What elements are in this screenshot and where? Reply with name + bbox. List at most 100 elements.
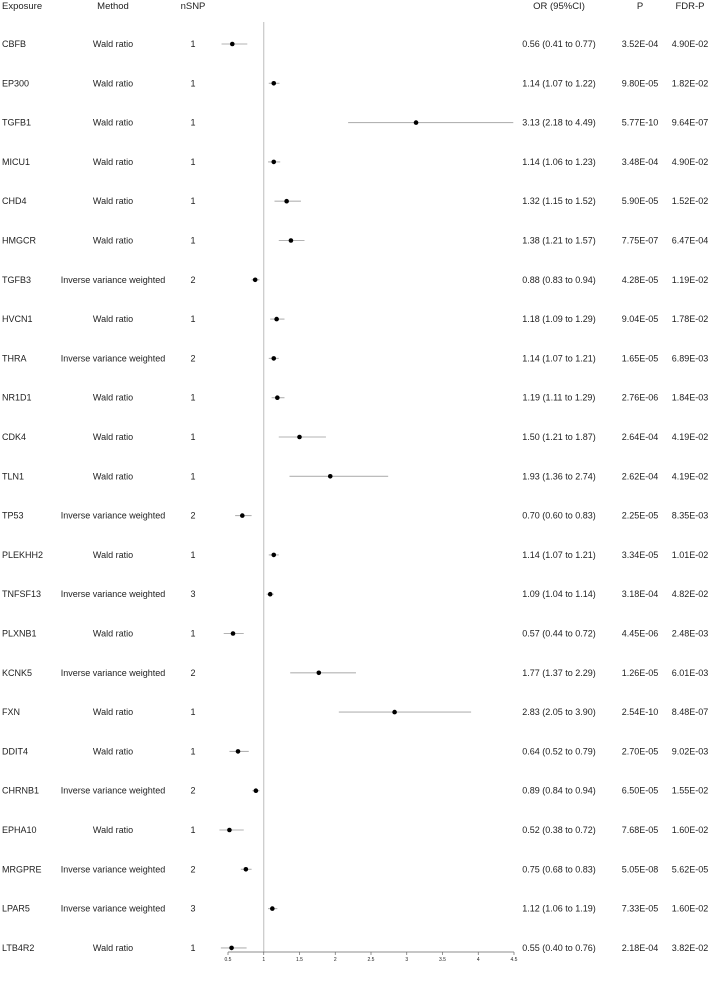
or-ci-cell: 0.64 (0.52 to 0.79) xyxy=(522,746,596,756)
or-ci-cell: 0.70 (0.60 to 0.83) xyxy=(522,511,596,521)
x-axis: 0.5 1 1.5 2 2.5 3 3.5 4 4.5 xyxy=(225,951,518,963)
p-value-cell: 2.54E-10 xyxy=(622,707,659,717)
p-value-cell: 7.68E-05 xyxy=(622,825,659,835)
point-estimate xyxy=(413,120,419,125)
x-tick-label: 4 xyxy=(477,957,480,963)
exposure-cell: CHRNB1 xyxy=(2,786,39,796)
point-estimate xyxy=(253,788,259,793)
fdr-p-cell: 6.47E-04 xyxy=(672,236,709,246)
exposure-cell: PLXNB1 xyxy=(2,629,37,639)
fdr-p-cell: 4.19E-02 xyxy=(672,471,709,481)
fdr-p-cell: 5.62E-05 xyxy=(672,864,709,874)
table-row: PLEKHH2 Wald ratio 1 1.14 (1.07 to 1.21) 3.3… xyxy=(2,550,708,560)
exposure-cell: HVCN1 xyxy=(2,314,33,324)
method-cell: Wald ratio xyxy=(93,78,133,88)
header-or-ci: OR (95%CI) xyxy=(533,1,585,12)
fdr-p-cell: 1.60E-02 xyxy=(672,825,709,835)
or-ci-cell: 1.14 (1.07 to 1.22) xyxy=(522,78,596,88)
p-value-cell: 5.90E-05 xyxy=(622,196,659,206)
fdr-p-cell: 1.01E-02 xyxy=(672,550,709,560)
table-row: THRA Inverse variance weighted 2 1.14 (1.07… xyxy=(2,353,708,363)
nsnp-cell: 2 xyxy=(190,511,195,521)
point-estimate xyxy=(229,945,234,951)
or-ci-cell: 1.14 (1.06 to 1.23) xyxy=(522,157,596,167)
table-row: LTB4R2 Wald ratio 1 0.55 (0.40 to 0.76) 2.18… xyxy=(2,943,708,953)
nsnp-cell: 3 xyxy=(190,589,195,599)
method-cell: Wald ratio xyxy=(93,707,133,717)
nsnp-cell: 1 xyxy=(190,78,195,88)
exposure-cell: EPHA10 xyxy=(2,825,37,835)
table-row: HVCN1 Wald ratio 1 1.18 (1.09 to 1.29) 9.04E… xyxy=(2,314,708,324)
method-cell: Inverse variance weighted xyxy=(61,275,166,285)
exposure-cell: NR1D1 xyxy=(2,393,32,403)
or-ci-cell: 1.32 (1.15 to 1.52) xyxy=(522,196,596,206)
fdr-p-cell: 8.48E-07 xyxy=(672,707,709,717)
nsnp-cell: 1 xyxy=(190,118,195,128)
point-estimate xyxy=(316,670,322,676)
or-ci-cell: 0.57 (0.44 to 0.72) xyxy=(522,629,596,639)
fdr-p-cell: 3.82E-02 xyxy=(672,943,709,953)
method-cell: Inverse variance weighted xyxy=(61,904,166,914)
exposure-cell: CBFB xyxy=(2,39,26,49)
nsnp-cell: 1 xyxy=(190,746,195,756)
method-cell: Wald ratio xyxy=(93,196,133,206)
point-estimate xyxy=(227,827,232,833)
method-cell: Wald ratio xyxy=(93,236,133,246)
point-estimate xyxy=(271,81,277,86)
nsnp-cell: 1 xyxy=(190,157,195,167)
or-ci-cell: 0.55 (0.40 to 0.76) xyxy=(522,943,596,953)
table-row: EP300 Wald ratio 1 1.14 (1.07 to 1.22) 9.80E… xyxy=(2,78,708,88)
method-cell: Inverse variance weighted xyxy=(61,786,166,796)
point-estimate xyxy=(297,434,302,440)
p-value-cell: 2.62E-04 xyxy=(622,471,659,481)
point-estimate xyxy=(271,552,277,558)
nsnp-cell: 1 xyxy=(190,471,195,481)
nsnp-cell: 1 xyxy=(190,707,195,717)
point-estimate xyxy=(243,867,249,872)
exposure-cell: HMGCR xyxy=(2,236,36,246)
x-tick-label: 3 xyxy=(405,957,408,963)
point-estimate xyxy=(240,513,245,518)
method-cell: Wald ratio xyxy=(93,943,133,953)
nsnp-cell: 1 xyxy=(190,550,195,560)
fdr-p-cell: 4.90E-02 xyxy=(672,39,709,49)
fdr-p-cell: 4.19E-02 xyxy=(672,432,709,442)
method-cell: Wald ratio xyxy=(93,825,133,835)
point-estimate xyxy=(392,709,397,715)
table-row: CBFB Wald ratio 1 0.56 (0.41 to 0.77) 3.52E-… xyxy=(2,39,708,49)
table-row: TLN1 Wald ratio 1 1.93 (1.36 to 2.74) 2.62E-… xyxy=(2,471,708,481)
method-cell: Wald ratio xyxy=(93,157,133,167)
exposure-cell: MICU1 xyxy=(2,157,30,167)
or-ci-cell: 1.50 (1.21 to 1.87) xyxy=(522,432,596,442)
method-cell: Inverse variance weighted xyxy=(61,353,166,363)
fdr-p-cell: 1.52E-02 xyxy=(672,196,709,206)
method-cell: Inverse variance weighted xyxy=(61,511,166,521)
x-tick-label: 2 xyxy=(334,957,337,963)
nsnp-cell: 1 xyxy=(190,943,195,953)
fdr-p-cell: 2.48E-03 xyxy=(672,629,709,639)
method-cell: Wald ratio xyxy=(93,746,133,756)
header-exposure: Exposure xyxy=(2,1,42,12)
or-ci-cell: 3.13 (2.18 to 4.49) xyxy=(522,118,596,128)
fdr-p-cell: 1.19E-02 xyxy=(672,275,709,285)
point-estimate xyxy=(252,277,258,283)
p-value-cell: 6.50E-05 xyxy=(622,786,659,796)
point-estimate xyxy=(275,395,280,401)
nsnp-cell: 1 xyxy=(190,432,195,442)
or-ci-cell: 0.88 (0.83 to 0.94) xyxy=(522,275,596,285)
point-estimate xyxy=(270,906,275,911)
method-cell: Wald ratio xyxy=(93,471,133,481)
fdr-p-cell: 9.64E-07 xyxy=(672,118,709,128)
table-row: MICU1 Wald ratio 1 1.14 (1.06 to 1.23) 3.48E… xyxy=(2,157,708,167)
exposure-cell: PLEKHH2 xyxy=(2,550,43,560)
p-value-cell: 5.77E-10 xyxy=(622,118,659,128)
or-ci-cell: 0.89 (0.84 to 0.94) xyxy=(522,786,596,796)
p-value-cell: 4.28E-05 xyxy=(622,275,659,285)
p-value-cell: 4.45E-06 xyxy=(622,629,659,639)
exposure-cell: LPAR5 xyxy=(2,904,30,914)
nsnp-cell: 2 xyxy=(190,786,195,796)
x-tick-label: 1 xyxy=(262,957,265,963)
header-fdr-p: FDR-P xyxy=(675,1,704,12)
p-value-cell: 1.65E-05 xyxy=(622,353,659,363)
table-row: HMGCR Wald ratio 1 1.38 (1.21 to 1.57) 7.75E… xyxy=(2,236,708,246)
